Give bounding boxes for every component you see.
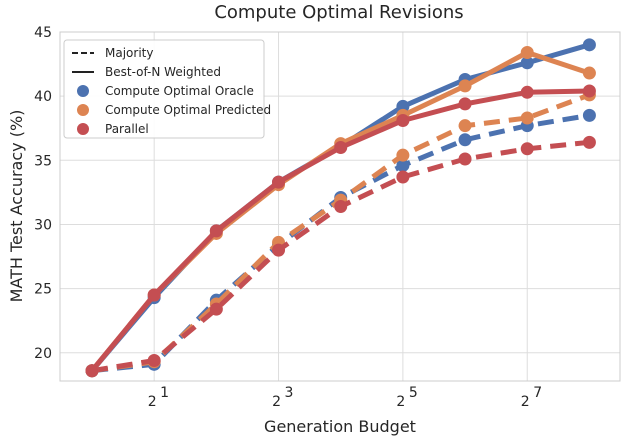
data-point-parallel-best-of-n-weighted <box>147 288 161 302</box>
y-axis-label: MATH Test Accuracy (%) <box>7 110 26 303</box>
x-axis-label: Generation Budget <box>264 417 416 436</box>
y-tick-label: 20 <box>34 346 52 362</box>
series-layer <box>85 38 596 378</box>
x-tick-label: 2 <box>521 394 530 410</box>
data-point-parallel-best-of-n-weighted <box>458 97 472 111</box>
data-point-parallel-majority <box>458 152 472 166</box>
x-tick-label: 2 <box>396 394 405 410</box>
chart-title: Compute Optimal Revisions <box>214 2 463 23</box>
y-tick-label: 35 <box>34 153 52 169</box>
legend-marker-parallel <box>77 123 89 135</box>
x-tick-exponent: 5 <box>409 385 418 401</box>
legend-label-best-of-n-weighted: Best-of-N Weighted <box>105 65 221 79</box>
legend: Majority Best-of-N Weighted Compute Optima… <box>63 39 271 139</box>
data-point-parallel-best-of-n-weighted <box>272 175 286 189</box>
data-point-parallel-majority <box>209 302 223 316</box>
legend-label-majority: Majority <box>105 46 153 60</box>
data-point-parallel-majority <box>396 170 410 184</box>
data-point-compute-optimal-predicted-majority <box>458 119 472 133</box>
data-point-parallel-best-of-n-weighted <box>85 364 99 378</box>
y-tick-label: 25 <box>34 282 52 298</box>
data-point-compute-optimal-predicted-best-of-n-weighted <box>458 79 472 93</box>
data-point-compute-optimal-predicted-best-of-n-weighted <box>520 46 534 60</box>
legend-label-parallel: Parallel <box>105 122 149 136</box>
data-point-parallel-majority <box>147 353 161 367</box>
legend-marker-compute-optimal-oracle <box>77 85 89 97</box>
legend-marker-compute-optimal-predicted <box>77 104 89 116</box>
data-point-parallel-majority <box>582 135 596 149</box>
data-point-parallel-best-of-n-weighted <box>520 85 534 99</box>
y-tick-label: 45 <box>34 25 52 41</box>
data-point-compute-optimal-predicted-best-of-n-weighted <box>582 66 596 80</box>
legend-box <box>63 39 265 139</box>
legend-label-compute-optimal-predicted: Compute Optimal Predicted <box>105 103 271 117</box>
plot-frame <box>59 31 621 382</box>
data-point-parallel-majority <box>334 200 348 213</box>
data-point-compute-optimal-oracle-majority <box>582 108 596 122</box>
data-point-compute-optimal-oracle-best-of-n-weighted <box>582 38 596 52</box>
legend-label-compute-optimal-oracle: Compute Optimal Oracle <box>105 84 254 98</box>
data-point-compute-optimal-predicted-majority <box>396 148 410 162</box>
data-point-parallel-majority <box>520 142 534 156</box>
data-point-parallel-best-of-n-weighted <box>334 140 348 154</box>
data-point-parallel-best-of-n-weighted <box>396 114 410 128</box>
y-tick-label: 30 <box>34 217 52 233</box>
x-tick-exponent: 1 <box>160 385 169 401</box>
data-point-parallel-best-of-n-weighted <box>209 224 223 238</box>
data-point-parallel-best-of-n-weighted <box>582 84 596 98</box>
x-tick-exponent: 7 <box>533 385 542 401</box>
x-tick-exponent: 3 <box>285 385 294 401</box>
x-tick-label: 2 <box>272 394 281 410</box>
x-tick-label: 2 <box>148 394 157 410</box>
data-point-compute-optimal-predicted-majority <box>520 111 534 125</box>
data-point-compute-optimal-oracle-majority <box>458 133 472 147</box>
data-point-parallel-majority <box>272 243 286 257</box>
y-tick-label: 40 <box>34 89 52 105</box>
